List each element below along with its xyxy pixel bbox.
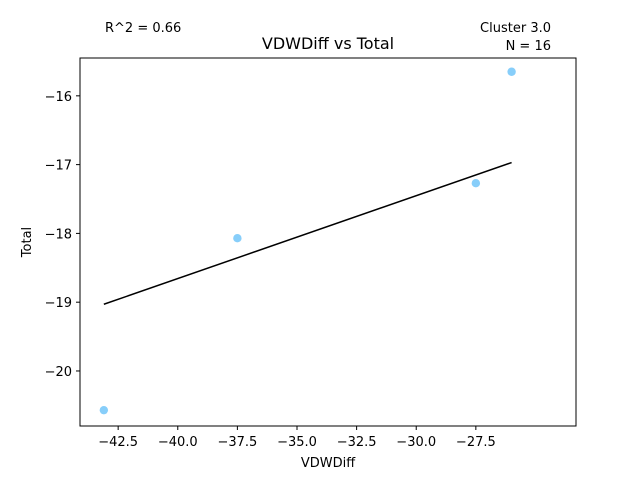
x-axis-label: VDWDiff: [301, 456, 356, 471]
scatter-point: [471, 178, 481, 188]
regression-line-group: [103, 161, 512, 305]
scatter-point: [233, 234, 242, 243]
y-tick-label: −19: [45, 296, 72, 311]
y-tick-label: −20: [45, 365, 72, 380]
scatter-point: [99, 405, 109, 415]
x-tick-label: −30.0: [396, 435, 436, 450]
chart-title: VDWDiff vs Total: [262, 34, 394, 53]
x-tick-label: −42.5: [98, 435, 138, 450]
y-tick-label: −16: [45, 90, 72, 105]
x-tick-label: −27.5: [456, 435, 496, 450]
y-axis: −20 −19 −18 −17 −16: [45, 90, 80, 380]
plot-area-frame: [79, 57, 577, 427]
y-tick-label: −17: [45, 159, 72, 174]
x-tick-label: −35.0: [277, 435, 317, 450]
y-tick-label: −18: [45, 227, 72, 242]
count-annotation: N = 16: [506, 39, 551, 54]
x-tick-label: −37.5: [217, 435, 257, 450]
cluster-annotation: Cluster 3.0: [480, 21, 551, 36]
x-tick-label: −32.5: [337, 435, 377, 450]
scatter-point: [507, 67, 516, 76]
r-squared-annotation: R^2 = 0.66: [105, 21, 181, 36]
x-axis: −42.5 −40.0 −37.5 −35.0 −32.5 −30.0 −27.5: [98, 426, 496, 450]
x-tick-label: −40.0: [158, 435, 198, 450]
y-axis-label: Total: [20, 227, 35, 258]
scatter-points: [99, 67, 516, 415]
regression-line: [103, 161, 512, 305]
